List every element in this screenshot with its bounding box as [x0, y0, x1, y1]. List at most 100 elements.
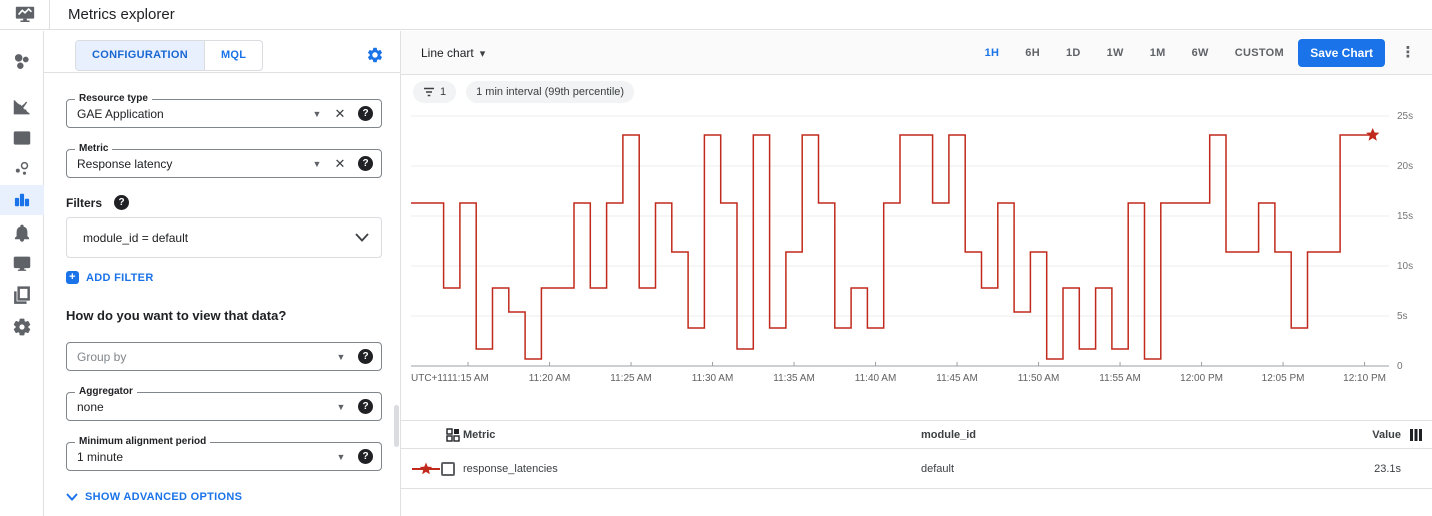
- help-icon[interactable]: [358, 349, 373, 364]
- groups-icon: [14, 286, 30, 304]
- dropdown-arrow-icon[interactable]: [306, 159, 328, 169]
- help-icon[interactable]: [358, 106, 373, 121]
- gear-icon: [13, 318, 31, 336]
- show-advanced-options-toggle[interactable]: SHOW ADVANCED OPTIONS: [66, 491, 242, 503]
- config-settings-button[interactable]: [364, 44, 386, 66]
- rail-item-alerting[interactable]: [0, 218, 44, 248]
- svg-text:0: 0: [1397, 361, 1403, 372]
- configuration-panel: CONFIGURATION MQL Resource type GAE Appl…: [44, 31, 400, 516]
- add-filter-button[interactable]: ADD FILTER: [66, 271, 154, 284]
- group-by-placeholder: Group by: [77, 349, 127, 364]
- table-header-row: Metric module_id Value: [401, 421, 1432, 449]
- svg-text:11:30 AM: 11:30 AM: [692, 373, 734, 384]
- resource-type-label: Resource type: [75, 93, 152, 104]
- rail-item-services[interactable]: [0, 154, 44, 184]
- overview-icon: [14, 54, 29, 70]
- row-checkbox[interactable]: [441, 462, 455, 476]
- save-chart-button[interactable]: Save Chart: [1298, 39, 1385, 67]
- cell-module-id: default: [921, 462, 955, 475]
- range-custom[interactable]: CUSTOM: [1234, 47, 1284, 59]
- rail-item-metrics-explorer[interactable]: [0, 185, 44, 215]
- svg-text:5s: 5s: [1397, 311, 1408, 322]
- clear-icon[interactable]: [328, 106, 352, 122]
- range-1h[interactable]: 1H: [984, 47, 1000, 59]
- svg-text:11:25 AM: 11:25 AM: [610, 373, 652, 384]
- table-display-icon[interactable]: [446, 428, 460, 442]
- tab-configuration[interactable]: CONFIGURATION: [76, 41, 204, 70]
- cell-metric: response_latencies: [463, 462, 558, 475]
- svg-text:11:45 AM: 11:45 AM: [936, 373, 978, 384]
- chart-toolbar: Line chart 1H 6H 1D 1W 1M 6W CUSTOM Save…: [401, 31, 1432, 75]
- aggregator-field[interactable]: Aggregator none: [66, 386, 382, 421]
- rail-item-uptime-checks[interactable]: [0, 249, 44, 279]
- filter-chip-box[interactable]: module_id = default: [66, 217, 382, 258]
- svg-text:15s: 15s: [1397, 211, 1413, 222]
- clear-icon[interactable]: [328, 156, 352, 172]
- rail-item-settings[interactable]: [0, 312, 44, 342]
- filter-list-icon: [424, 87, 434, 97]
- monitoring-logo-icon: [15, 6, 34, 22]
- header-metric: Metric: [463, 428, 496, 441]
- help-icon[interactable]: [358, 449, 373, 464]
- chart-type-dropdown[interactable]: Line chart: [421, 31, 485, 75]
- header-module-id: module_id: [921, 428, 977, 441]
- filter-expression: module_id = default: [83, 230, 189, 245]
- left-nav-rail: [0, 31, 44, 516]
- metric-field[interactable]: Metric Response latency: [66, 143, 382, 178]
- help-icon[interactable]: [114, 195, 130, 210]
- gear-icon: [367, 47, 383, 63]
- svg-text:11:35 AM: 11:35 AM: [773, 373, 815, 384]
- plus-icon: [66, 271, 79, 284]
- filters-heading: Filters: [66, 195, 130, 210]
- min-alignment-field[interactable]: Minimum alignment period 1 minute: [66, 436, 382, 471]
- config-scrollbar-thumb[interactable]: [394, 405, 399, 447]
- metric-value: Response latency: [77, 156, 173, 171]
- page-title: Metrics explorer: [68, 6, 175, 23]
- range-6h[interactable]: 6H: [1025, 47, 1040, 59]
- more-options-icon[interactable]: [1397, 42, 1419, 64]
- svg-text:UTC+11: UTC+11: [411, 373, 448, 384]
- resource-type-value: GAE Application: [77, 106, 164, 121]
- help-icon[interactable]: [358, 156, 373, 171]
- uptime-monitor-icon: [13, 256, 31, 271]
- series-legend-marker: [412, 462, 440, 475]
- group-by-field[interactable]: Group by: [66, 342, 382, 371]
- aggregator-label: Aggregator: [75, 386, 137, 397]
- dropdown-arrow-icon[interactable]: [330, 352, 352, 362]
- range-1d[interactable]: 1D: [1065, 47, 1081, 59]
- resource-type-field[interactable]: Resource type GAE Application: [66, 93, 382, 128]
- svg-text:11:40 AM: 11:40 AM: [855, 373, 897, 384]
- metrics-chart-icon: [13, 100, 30, 115]
- latency-chart[interactable]: 25s 20s 15s 10s 5s 0 11:15 AM 11:20 AM 11:25 AM 1…: [401, 106, 1432, 396]
- metrics-table: Metric module_id Value response_latencie…: [401, 420, 1432, 489]
- dropdown-arrow-icon[interactable]: [306, 109, 328, 119]
- dropdown-arrow-icon[interactable]: [330, 402, 352, 412]
- monitoring-logo-cell: [0, 0, 50, 30]
- range-1w[interactable]: 1W: [1106, 47, 1124, 59]
- chip-row: 1 1 min interval (99th percentile): [413, 81, 635, 103]
- interval-chip[interactable]: 1 min interval (99th percentile): [466, 81, 635, 103]
- table-row[interactable]: response_latencies default 23.1s: [401, 449, 1432, 489]
- rail-item-overview[interactable]: [0, 47, 44, 77]
- rail-item-groups[interactable]: [0, 281, 44, 311]
- svg-text:10s: 10s: [1397, 261, 1413, 272]
- chevron-down-icon: [66, 493, 78, 501]
- svg-text:11:55 AM: 11:55 AM: [1099, 373, 1141, 384]
- min-alignment-label: Minimum alignment period: [75, 436, 211, 447]
- rail-item-dashboards[interactable]: [0, 123, 44, 153]
- bell-icon: [14, 224, 30, 242]
- tab-mql[interactable]: MQL: [203, 41, 262, 70]
- svg-text:12:05 PM: 12:05 PM: [1262, 373, 1305, 384]
- filter-count-chip[interactable]: 1: [413, 81, 457, 103]
- view-columns-icon[interactable]: [1409, 429, 1423, 441]
- range-6w[interactable]: 6W: [1191, 47, 1209, 59]
- range-1m[interactable]: 1M: [1149, 47, 1166, 59]
- dropdown-arrow-icon[interactable]: [330, 452, 352, 462]
- help-icon[interactable]: [358, 399, 373, 414]
- svg-text:11:15 AM: 11:15 AM: [447, 373, 489, 384]
- rail-item-metrics[interactable]: [0, 92, 44, 122]
- dashboards-icon: [13, 131, 31, 145]
- chevron-down-icon: [355, 233, 369, 242]
- divider: [44, 72, 400, 73]
- svg-text:11:50 AM: 11:50 AM: [1018, 373, 1060, 384]
